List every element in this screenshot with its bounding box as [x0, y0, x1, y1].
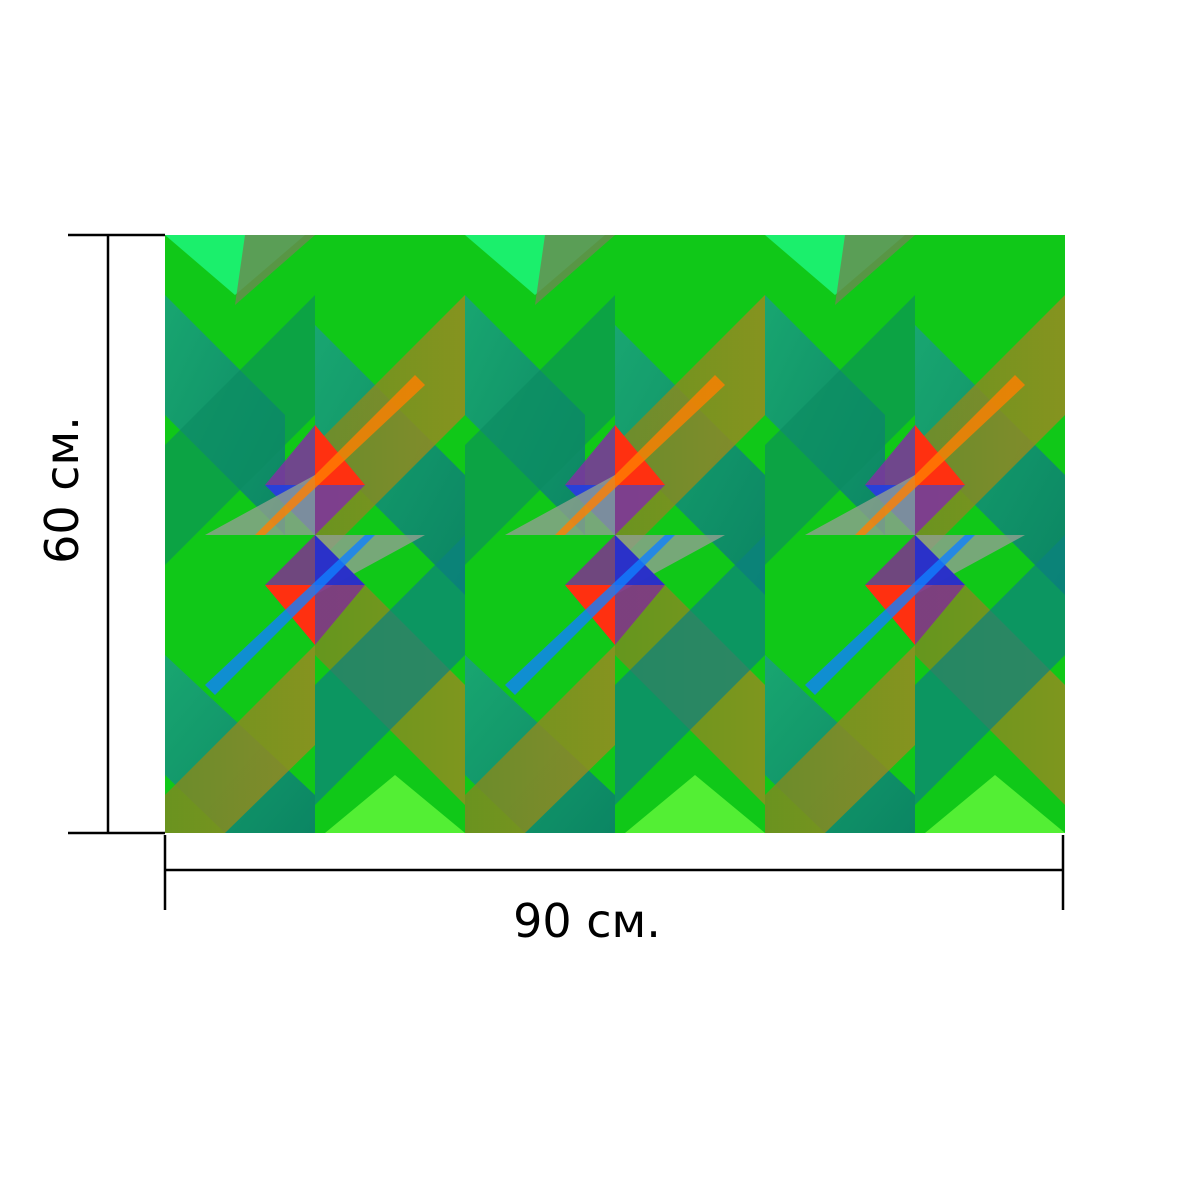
- pattern-canvas: [165, 235, 1065, 833]
- width-label: 90 см.: [513, 894, 661, 948]
- height-label: 60 см.: [35, 416, 89, 564]
